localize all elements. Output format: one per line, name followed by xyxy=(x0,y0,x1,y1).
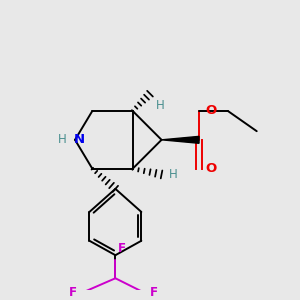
Text: O: O xyxy=(206,104,217,118)
Text: N: N xyxy=(74,133,85,146)
Text: F: F xyxy=(150,286,158,299)
Text: O: O xyxy=(206,162,217,175)
Text: F: F xyxy=(118,242,126,255)
Polygon shape xyxy=(161,136,199,143)
Text: F: F xyxy=(68,286,76,299)
Text: H: H xyxy=(156,99,164,112)
Text: H: H xyxy=(58,133,66,146)
Text: H: H xyxy=(169,168,178,181)
